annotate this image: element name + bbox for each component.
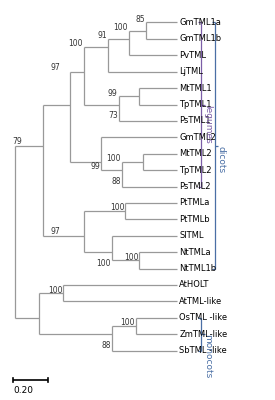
Text: 0.20: 0.20: [13, 386, 33, 395]
Text: legumes: legumes: [203, 104, 212, 143]
Text: OsTML -like: OsTML -like: [179, 313, 227, 322]
Text: 99: 99: [108, 89, 118, 98]
Text: PsTML2: PsTML2: [179, 182, 211, 191]
Text: 88: 88: [101, 341, 111, 350]
Text: GmTML1b: GmTML1b: [179, 34, 221, 43]
Text: 79: 79: [12, 136, 22, 146]
Text: NtTMLa: NtTMLa: [179, 248, 211, 257]
Text: 100: 100: [68, 39, 83, 48]
Text: AtHOLT: AtHOLT: [179, 280, 210, 290]
Text: SlTML: SlTML: [179, 231, 204, 240]
Text: PtTMLb: PtTMLb: [179, 215, 210, 224]
Text: LjTML: LjTML: [179, 67, 203, 76]
Text: 100: 100: [107, 154, 121, 163]
Text: TpTML1: TpTML1: [179, 100, 212, 109]
Text: 100: 100: [96, 259, 111, 268]
Text: 91: 91: [98, 31, 107, 40]
Text: 100: 100: [48, 286, 62, 294]
Text: 100: 100: [110, 204, 125, 212]
Text: 100: 100: [120, 318, 135, 327]
Text: GmTML1a: GmTML1a: [179, 18, 221, 27]
Text: SbTML -like: SbTML -like: [179, 346, 227, 355]
Text: 100: 100: [114, 23, 128, 32]
Text: GmTML2: GmTML2: [179, 133, 216, 142]
Text: PvTML: PvTML: [179, 51, 206, 60]
Text: 100: 100: [124, 253, 138, 262]
Text: 97: 97: [50, 227, 60, 236]
Text: MtTML1: MtTML1: [179, 84, 212, 92]
Text: TpTML2: TpTML2: [179, 166, 212, 175]
Text: 97: 97: [50, 63, 60, 72]
Text: PtTMLa: PtTMLa: [179, 198, 210, 208]
Text: AtTML-like: AtTML-like: [179, 297, 222, 306]
Text: 99: 99: [91, 162, 100, 172]
Text: 73: 73: [108, 111, 118, 120]
Text: NtTML1b: NtTML1b: [179, 264, 216, 273]
Text: dicots: dicots: [217, 146, 226, 173]
Text: PsTML1: PsTML1: [179, 116, 211, 126]
Text: monocots: monocots: [203, 334, 212, 378]
Text: 85: 85: [136, 15, 145, 24]
Text: 88: 88: [112, 177, 121, 186]
Text: ZmTML-like: ZmTML-like: [179, 330, 227, 339]
Text: MtTML2: MtTML2: [179, 149, 212, 158]
